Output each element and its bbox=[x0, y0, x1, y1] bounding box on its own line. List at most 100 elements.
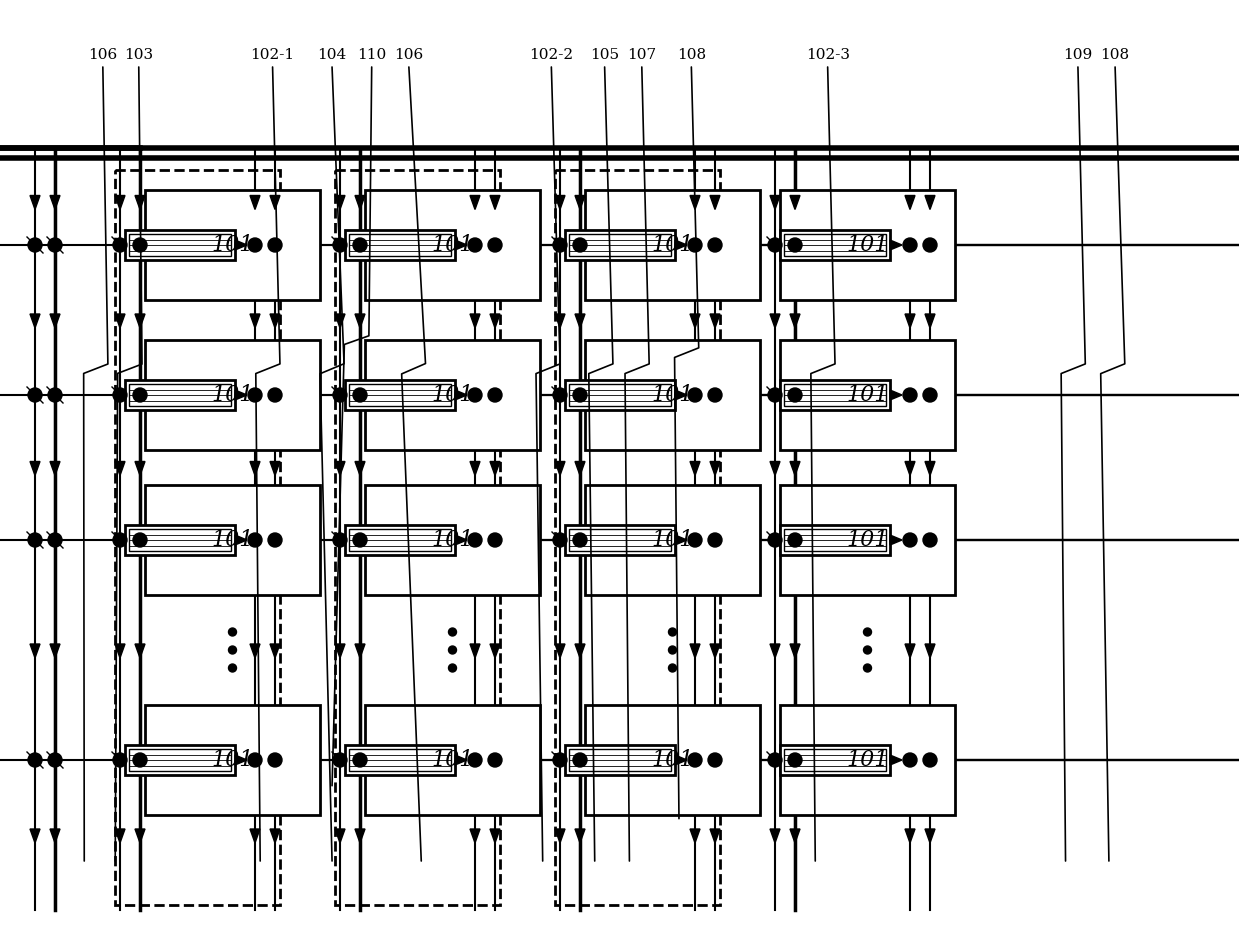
Polygon shape bbox=[555, 314, 565, 328]
Polygon shape bbox=[455, 535, 467, 545]
Polygon shape bbox=[769, 461, 781, 475]
Polygon shape bbox=[115, 196, 125, 210]
Text: 104: 104 bbox=[317, 48, 347, 62]
Circle shape bbox=[268, 238, 282, 252]
Circle shape bbox=[113, 238, 128, 252]
Bar bbox=[145, 485, 320, 595]
Circle shape bbox=[572, 533, 587, 547]
Circle shape bbox=[572, 238, 587, 252]
Polygon shape bbox=[890, 755, 902, 765]
Circle shape bbox=[48, 238, 62, 252]
Text: 101: 101 bbox=[652, 384, 694, 406]
Polygon shape bbox=[926, 196, 935, 210]
Polygon shape bbox=[470, 314, 479, 328]
Circle shape bbox=[449, 628, 456, 636]
Polygon shape bbox=[790, 314, 800, 328]
Polygon shape bbox=[690, 829, 700, 843]
Circle shape bbox=[133, 238, 147, 252]
Circle shape bbox=[28, 753, 42, 767]
Bar bbox=[585, 485, 760, 595]
Circle shape bbox=[248, 388, 261, 402]
Text: 101: 101 bbox=[431, 529, 473, 551]
Bar bbox=[781, 705, 955, 815]
Polygon shape bbox=[335, 461, 344, 475]
Text: 110: 110 bbox=[357, 48, 387, 62]
Polygon shape bbox=[575, 314, 585, 328]
Bar bbox=[129, 384, 230, 406]
Circle shape bbox=[553, 533, 567, 547]
Polygon shape bbox=[235, 390, 247, 400]
Circle shape bbox=[133, 753, 147, 767]
Circle shape bbox=[903, 238, 917, 252]
Polygon shape bbox=[356, 461, 366, 475]
Circle shape bbox=[468, 533, 482, 547]
Circle shape bbox=[788, 533, 802, 547]
Circle shape bbox=[488, 238, 502, 252]
Polygon shape bbox=[489, 314, 501, 328]
Polygon shape bbox=[270, 829, 280, 843]
Circle shape bbox=[553, 388, 567, 402]
Polygon shape bbox=[890, 535, 902, 545]
Bar bbox=[784, 529, 886, 551]
Bar bbox=[344, 745, 455, 775]
Polygon shape bbox=[135, 314, 145, 328]
Bar bbox=[125, 380, 235, 410]
Polygon shape bbox=[470, 644, 479, 658]
Polygon shape bbox=[675, 755, 686, 765]
Circle shape bbox=[768, 388, 782, 402]
Bar bbox=[565, 230, 675, 260]
Bar bbox=[781, 230, 890, 260]
Circle shape bbox=[228, 628, 237, 636]
Polygon shape bbox=[769, 314, 781, 328]
Circle shape bbox=[572, 753, 587, 767]
Polygon shape bbox=[356, 314, 366, 328]
Bar bbox=[569, 749, 672, 771]
Polygon shape bbox=[455, 390, 467, 400]
Polygon shape bbox=[555, 829, 565, 843]
Circle shape bbox=[228, 646, 237, 654]
Polygon shape bbox=[926, 461, 935, 475]
Circle shape bbox=[468, 238, 482, 252]
Circle shape bbox=[133, 388, 147, 402]
Polygon shape bbox=[710, 829, 720, 843]
Text: 106: 106 bbox=[88, 48, 118, 62]
Polygon shape bbox=[235, 240, 247, 250]
Bar bbox=[781, 525, 890, 555]
Polygon shape bbox=[769, 829, 781, 843]
Circle shape bbox=[768, 238, 782, 252]
Text: 102-1: 102-1 bbox=[250, 48, 295, 62]
Polygon shape bbox=[50, 644, 59, 658]
Polygon shape bbox=[790, 644, 800, 658]
Bar bbox=[344, 525, 455, 555]
Polygon shape bbox=[904, 461, 914, 475]
Bar bbox=[781, 340, 955, 450]
Polygon shape bbox=[30, 461, 40, 475]
Circle shape bbox=[669, 664, 676, 672]
Text: 102-2: 102-2 bbox=[529, 48, 574, 62]
Polygon shape bbox=[769, 196, 781, 210]
Polygon shape bbox=[235, 755, 247, 765]
Polygon shape bbox=[890, 390, 902, 400]
Polygon shape bbox=[790, 196, 800, 210]
Polygon shape bbox=[790, 461, 800, 475]
Bar bbox=[781, 380, 890, 410]
Circle shape bbox=[864, 664, 871, 672]
Text: 101: 101 bbox=[431, 384, 473, 406]
Text: 101: 101 bbox=[846, 234, 888, 256]
Bar bbox=[585, 705, 760, 815]
Bar bbox=[145, 705, 320, 815]
Polygon shape bbox=[904, 196, 914, 210]
Text: 101: 101 bbox=[212, 749, 254, 771]
Circle shape bbox=[923, 533, 937, 547]
Polygon shape bbox=[489, 196, 501, 210]
Circle shape bbox=[48, 533, 62, 547]
Bar bbox=[115, 170, 280, 905]
Circle shape bbox=[707, 533, 722, 547]
Circle shape bbox=[707, 388, 722, 402]
Polygon shape bbox=[235, 535, 247, 545]
Circle shape bbox=[788, 388, 802, 402]
Polygon shape bbox=[470, 461, 479, 475]
Circle shape bbox=[28, 238, 42, 252]
Bar bbox=[366, 340, 540, 450]
Circle shape bbox=[248, 238, 261, 252]
